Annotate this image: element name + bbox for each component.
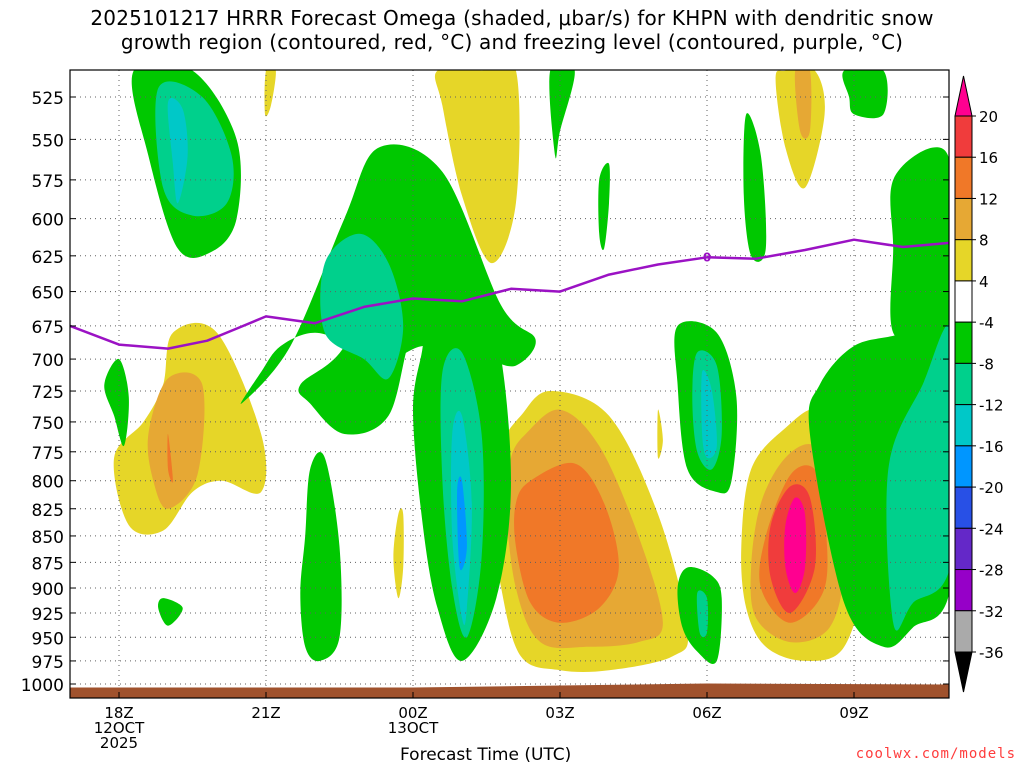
title-line-2: growth region (contoured, red, °C) and f… [120,30,904,54]
y-tick-label-900: 900 [32,580,64,600]
colorbar-top-arrow [954,75,973,117]
omega-region-33 [842,70,888,119]
colorbar-label-10: -24 [979,520,1004,538]
colorbar-bin-1 [954,115,973,158]
omega-region-10 [784,497,807,594]
plot-frame [69,69,950,699]
omega-region-5 [167,433,173,483]
x-tick-label-0-0: 18Z [104,704,133,722]
colorbar-bin-13 [954,610,973,653]
omega-region-38 [300,452,342,662]
x-tick-label-15-0: 09Z [839,704,868,722]
omega-region-34 [549,70,575,159]
colorbar-bin-11 [954,527,973,571]
chart-title: 2025101217 HRRR Forecast Omega (shaded, … [0,6,1024,54]
y-tick-label-675: 675 [32,318,64,338]
x-axis-title: Forecast Time (UTC) [400,745,572,765]
y-tick-label-550: 550 [32,131,64,151]
omega-region-11 [434,70,520,264]
omega-region-41 [158,598,183,626]
colorbar-label-4: 4 [979,273,989,291]
plot-border [69,69,950,699]
terrain-strip [70,683,949,698]
colorbar-bin-6 [954,321,973,364]
colorbar-label-12: -32 [979,603,1004,621]
omega-region-40 [696,590,709,638]
colorbar-bin-12 [954,569,973,612]
x-tick-label-6-0: 00Z [398,704,427,722]
colorbar-label-13: -36 [979,644,1004,662]
omega-region-36 [598,162,610,251]
colorbar-label-2: 12 [979,190,998,208]
colorbar-label-8: -16 [979,438,1004,456]
omega-region-29 [701,370,717,459]
y-tick-label-950: 950 [32,629,64,649]
credit-text: coolwx.com/models [855,746,1016,762]
terrain-fill [70,683,949,698]
title-line-1: 2025101217 HRRR Forecast Omega (shaded, … [90,6,934,30]
colorbar: 20 16 12 8 4 -4 -8 -12 -16 -20 -24 -28 -32 -36 [954,75,1004,693]
colorbar-bin-3 [954,197,973,241]
x-tick-label-12-0: 06Z [692,704,721,722]
omega-region-26 [457,476,467,571]
freezing-level-line [70,238,949,350]
colorbar-label-3: 8 [979,232,989,250]
omega-region-14 [393,508,404,599]
y-tick-label-725: 725 [32,383,64,403]
y-tick-label-750: 750 [32,414,64,434]
colorbar-label-0: 20 [979,108,998,126]
colorbar-bin-10 [954,486,973,529]
x-tick-label-3-0: 21Z [251,704,280,722]
y-tick-label-600: 600 [32,211,64,231]
omega-region-4 [147,372,205,509]
colorbar-label-9: -20 [979,479,1004,497]
colorbar-bin-9 [954,445,973,488]
colorbar-label-6: -8 [979,355,994,373]
omega-region-2 [514,462,619,623]
colorbar-bin-8 [954,404,973,447]
x-tick-label-0-2: 2025 [100,734,138,752]
colorbar-bin-2 [954,156,973,199]
y-tick-label-775: 775 [32,444,64,464]
omega-region-13 [794,70,812,139]
colorbar-bin-4 [954,239,973,282]
x-tick-label-6-1: 13OCT [388,719,439,737]
colorbar-bin-7 [954,362,973,406]
y-tick-label-650: 650 [32,284,64,304]
y-tick-label-875: 875 [32,554,64,574]
y-tick-label-700: 700 [32,351,64,371]
x-tick-label-0-1: 12OCT [94,719,145,737]
omega-region-16 [264,70,276,117]
colorbar-label-5: -4 [979,314,994,332]
y-tick-label-850: 850 [32,528,64,548]
colorbar-bin-5 [954,280,973,323]
omega-region-35 [743,113,767,262]
colorbar-label-11: -28 [979,562,1004,580]
omega-region-31 [886,324,949,631]
y-tick-label-925: 925 [32,605,64,625]
y-tick-label-575: 575 [32,172,64,192]
freezing-level: 0 [70,238,949,350]
omega-region-37 [104,358,129,447]
y-tick-label-800: 800 [32,473,64,493]
y-tick-label-625: 625 [32,248,64,268]
y-tick-label-1000: 1000 [21,676,64,696]
omega-region-15 [657,409,663,459]
omega-region-22 [167,97,188,204]
colorbar-bottom-arrow [954,651,973,693]
y-tick-label-525: 525 [32,89,64,109]
y-tick-label-975: 975 [32,653,64,673]
x-tick-label-9-0: 03Z [545,704,574,722]
colorbar-label-1: 16 [979,149,998,167]
y-axis: 525 550 575 600 625 650 675 700 725 750 775 800 825 8… [21,89,949,696]
freezing-level-label: 0 [703,250,711,264]
colorbar-label-7: -12 [979,397,1004,415]
y-tick-label-825: 825 [32,501,64,521]
